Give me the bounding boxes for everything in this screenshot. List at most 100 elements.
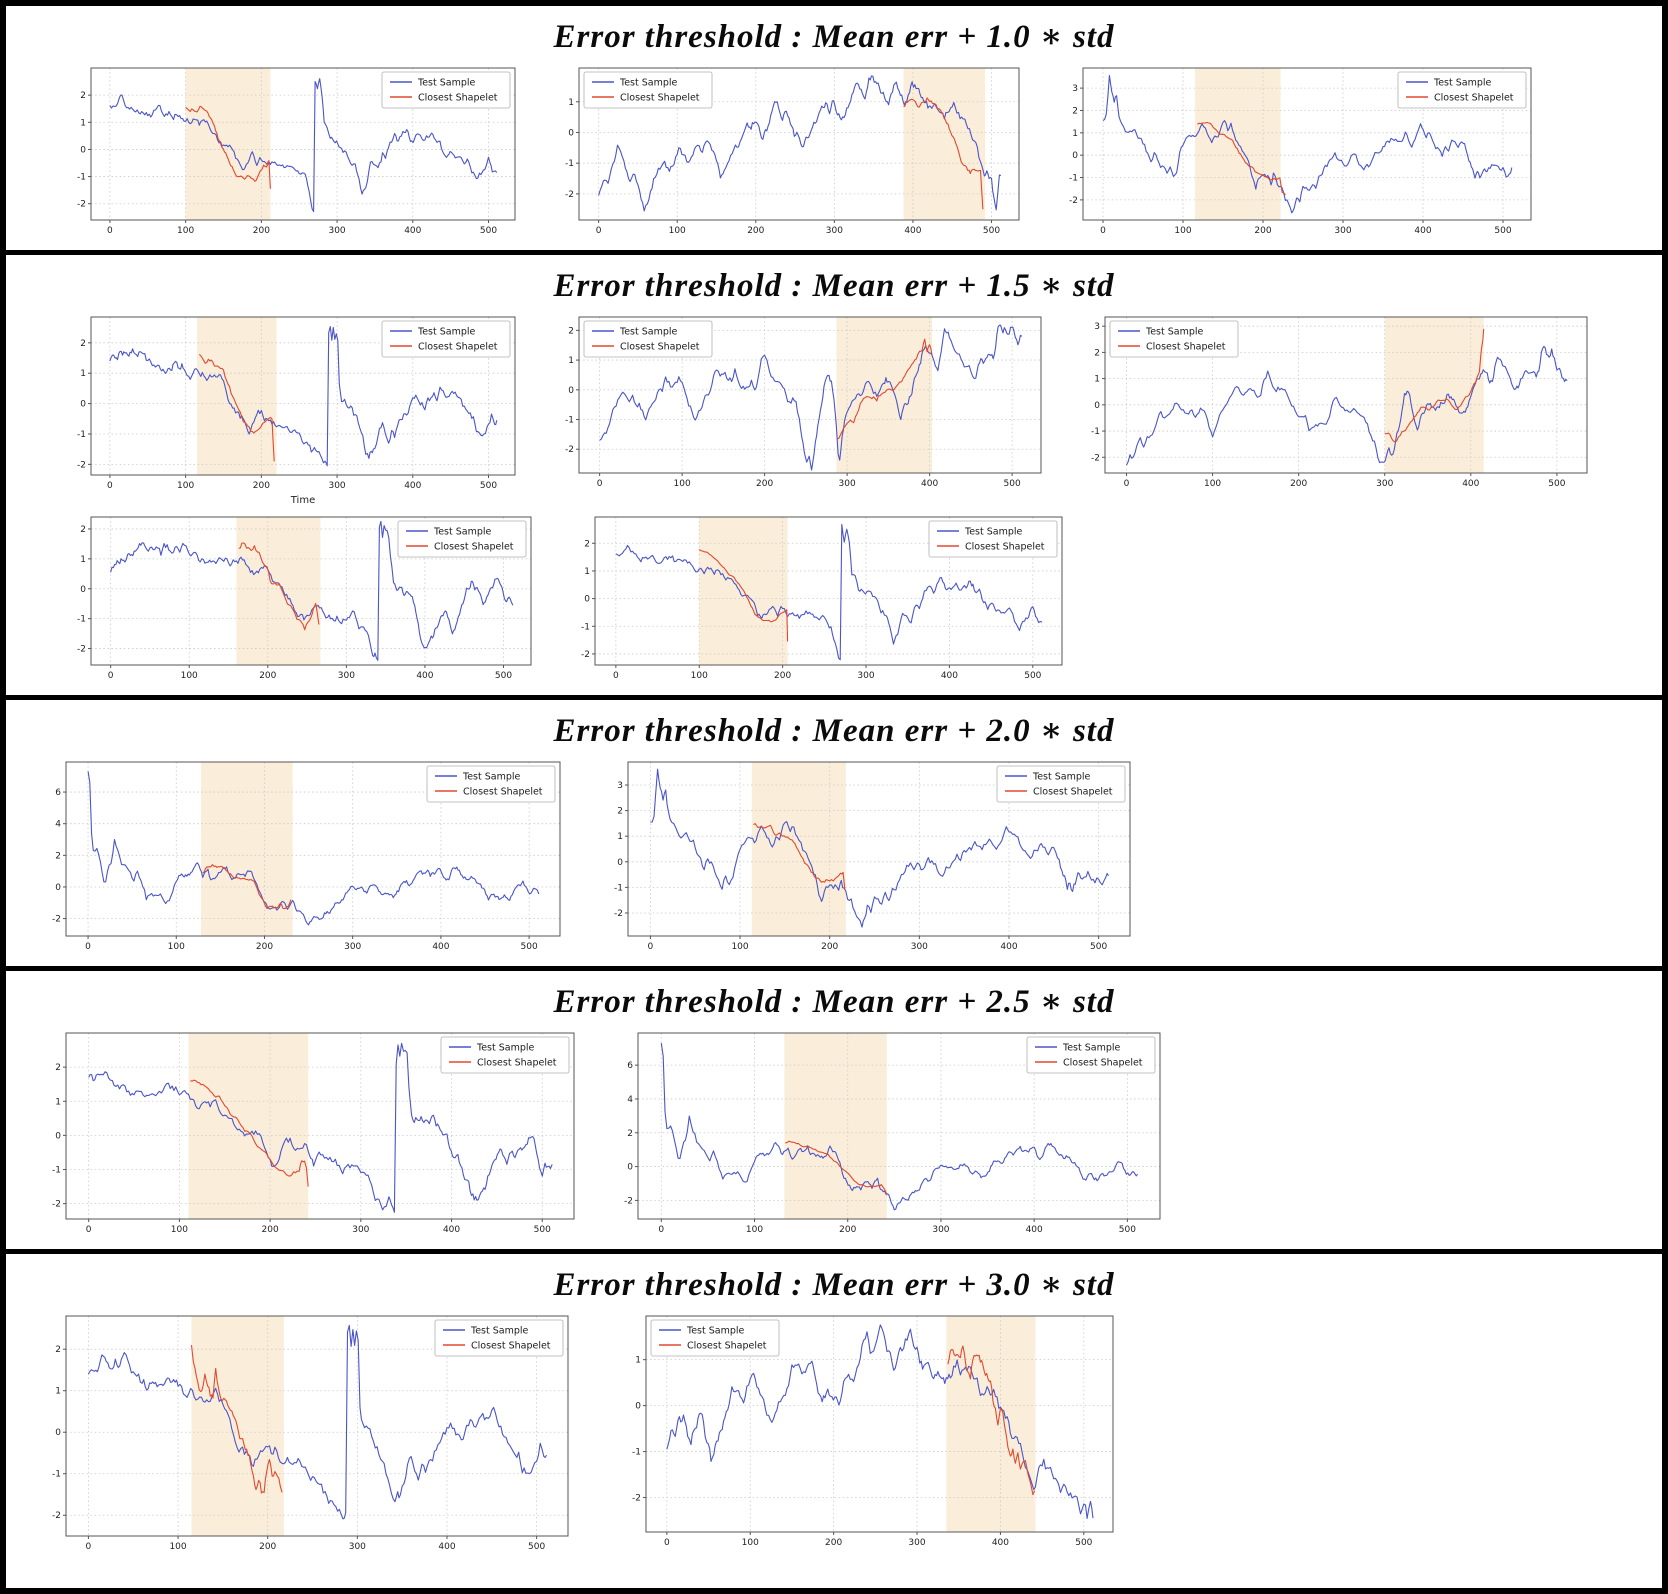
- y-tick-label: 2: [80, 525, 86, 535]
- x-tick-label: 500: [495, 671, 512, 681]
- x-tick-label: 400: [904, 226, 921, 236]
- test-sample-line: [110, 520, 514, 661]
- legend-closest-shapelet: Closest Shapelet: [1063, 1058, 1143, 1069]
- highlight-band: [1384, 317, 1484, 473]
- y-tick-label: -2: [1091, 453, 1100, 463]
- x-tick-label: 400: [1414, 226, 1431, 236]
- closest-shapelet-line: [947, 1345, 1036, 1496]
- x-tick-label: 300: [328, 481, 345, 491]
- line-chart-s3-plot1: 0 100 200 300 400 500 -2 0 2 4 6 Test Sample Closest…: [52, 761, 561, 952]
- x-tick-label: 0: [1124, 479, 1130, 489]
- x-tick-label: 100: [731, 942, 748, 952]
- closest-shapelet-line: [837, 338, 933, 440]
- x-tick-label: 100: [168, 942, 185, 952]
- y-tick-label: -2: [52, 1511, 61, 1521]
- legend: Test Sample Closest Shapelet: [583, 320, 713, 358]
- legend-closest-shapelet: Closest Shapelet: [620, 342, 700, 353]
- legend-closest-shapelet: Closest Shapelet: [1146, 342, 1226, 353]
- section-title-threshold-2.0: Error threshold : Mean err + 2.0 ∗ std: [553, 713, 1115, 749]
- test-sample-line: [1126, 345, 1568, 466]
- y-tick-label: 1: [584, 567, 590, 577]
- legend: Test Sample Closest Shapelet: [381, 320, 511, 358]
- x-tick-label: 300: [932, 1225, 949, 1235]
- y-tick-label: 0: [55, 1428, 61, 1438]
- chart-s1-plot2: 0 100 200 300 400 500 -2 -1 0 1 Test Sample Closest…: [549, 60, 1027, 242]
- highlight-band: [836, 317, 933, 473]
- x-tick-label: 100: [1204, 479, 1221, 489]
- x-tick-label: 100: [669, 226, 686, 236]
- x-tick-label: 300: [349, 1542, 366, 1552]
- highlight-band: [188, 1033, 309, 1219]
- y-tick-label: 3: [1094, 322, 1100, 332]
- y-tick-label: 2: [55, 851, 61, 861]
- x-tick-label: 0: [108, 671, 114, 681]
- highlight-band: [784, 1033, 887, 1219]
- legend-test-sample: Test Sample: [1433, 78, 1492, 89]
- legend-closest-shapelet: Closest Shapelet: [463, 787, 543, 798]
- chart-s2-plot2: 0 100 200 300 400 500 -2 -1 0 1 2 Test Sample Closes…: [549, 309, 1049, 495]
- x-tick-label: 400: [1000, 942, 1017, 952]
- line-chart-s2-plot4: 0 100 200 300 400 500 -2 -1 0 1 2 Test Sample Closes…: [77, 516, 532, 681]
- legend-test-sample: Test Sample: [1145, 327, 1204, 338]
- y-tick-label: 0: [1094, 401, 1100, 411]
- y-tick-label: -1: [52, 1166, 61, 1176]
- x-tick-label: 200: [1254, 226, 1271, 236]
- closest-shapelet-line: [185, 105, 271, 189]
- highlight-band: [946, 1316, 1036, 1532]
- y-tick-label: 1: [617, 832, 623, 842]
- y-tick-label: 2: [80, 339, 86, 349]
- chart-row: 0 100 200 300 400 500 -2 -1 0 1 2 Test Sample Closes…: [6, 509, 1662, 687]
- closest-shapelet-line: [190, 1345, 283, 1494]
- y-tick-label: -1: [614, 883, 623, 893]
- x-tick-label: 200: [259, 1542, 276, 1552]
- x-tick-label: 0: [86, 1225, 92, 1235]
- legend-closest-shapelet: Closest Shapelet: [471, 1341, 551, 1352]
- legend-test-sample: Test Sample: [619, 78, 678, 89]
- y-tick-label: 1: [55, 1387, 61, 1397]
- line-chart-s4-plot1: 0 100 200 300 400 500 -2 -1 0 1 2 Test Sample Closes…: [52, 1032, 575, 1235]
- chart-s1-plot3: 0 100 200 300 400 500 -2 -1 0 1 2 3 Test Sample Close…: [1053, 60, 1539, 242]
- line-chart-s2-plot5: 0 100 200 300 400 500 -2 -1 0 1 2 Test Sample Closes…: [581, 516, 1063, 681]
- chart-s2-plot4: 0 100 200 300 400 500 -2 -1 0 1 2 Test Sample Closes…: [61, 509, 539, 687]
- x-tick-label: 300: [857, 671, 874, 681]
- x-axis-label: Time: [290, 495, 315, 506]
- legend: Test Sample Closest Shapelet: [928, 520, 1058, 558]
- y-tick-label: 4: [55, 820, 61, 830]
- y-tick-label: -2: [1069, 196, 1078, 206]
- x-tick-label: 200: [253, 226, 270, 236]
- legend-test-sample: Test Sample: [1032, 772, 1091, 783]
- y-tick-label: -2: [632, 1494, 641, 1504]
- x-tick-label: 100: [177, 481, 194, 491]
- legend-closest-shapelet: Closest Shapelet: [620, 93, 700, 104]
- x-tick-label: 0: [107, 226, 113, 236]
- closest-shapelet-line: [753, 823, 846, 890]
- chart-s2-plot3: 0 100 200 300 400 500 -2 -1 0 1 2 3 Test Sample Close…: [1075, 309, 1595, 495]
- test-sample-line: [598, 75, 1002, 212]
- y-tick-label: 0: [55, 883, 61, 893]
- x-tick-label: 300: [1376, 479, 1393, 489]
- x-tick-label: 0: [596, 226, 602, 236]
- y-tick-label: -2: [581, 650, 590, 660]
- legend-test-sample: Test Sample: [417, 78, 476, 89]
- y-tick-label: 0: [80, 585, 86, 595]
- y-tick-label: 0: [1072, 151, 1078, 161]
- chart-s4-plot1: 0 100 200 300 400 500 -2 -1 0 1 2 Test Sample Closes…: [36, 1025, 582, 1241]
- y-tick-label: 0: [627, 1163, 633, 1173]
- section-title-threshold-1.0: Error threshold : Mean err + 1.0 ∗ std: [553, 19, 1115, 55]
- chart-s3-plot1: 0 100 200 300 400 500 -2 0 2 4 6 Test Sample Closest…: [36, 754, 568, 958]
- section-title-threshold-2.5: Error threshold : Mean err + 2.5 ∗ std: [553, 984, 1115, 1020]
- legend: Test Sample Closest Shapelet: [1109, 320, 1239, 358]
- test-sample-line: [87, 771, 540, 926]
- y-tick-label: 2: [627, 1129, 633, 1139]
- y-tick-label: 0: [635, 1402, 641, 1412]
- legend: Test Sample Closest Shapelet: [1397, 71, 1527, 109]
- y-tick-label: -1: [565, 416, 574, 426]
- y-tick-label: 3: [1072, 84, 1078, 94]
- y-tick-label: 0: [568, 386, 574, 396]
- legend-test-sample: Test Sample: [619, 327, 678, 338]
- y-tick-label: -2: [77, 645, 86, 655]
- x-tick-label: 300: [826, 226, 843, 236]
- legend-test-sample: Test Sample: [1062, 1043, 1121, 1054]
- section-threshold-2.0: Error threshold : Mean err + 2.0 ∗ std 0 1…: [6, 700, 1662, 971]
- y-tick-label: -1: [1091, 427, 1100, 437]
